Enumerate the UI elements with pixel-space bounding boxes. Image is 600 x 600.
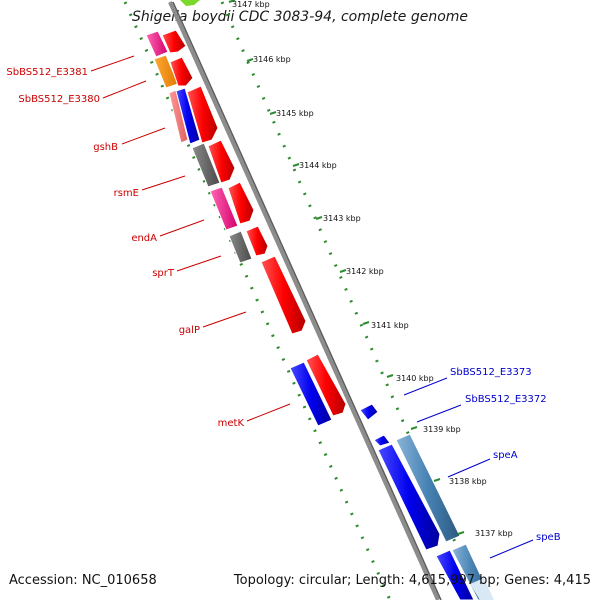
- gene-arrow-top[interactable]: [161, 29, 187, 54]
- left-gene-labels: SbBS512_E3381 SbBS512_E3380 gshB rsmE en…: [6, 55, 291, 429]
- leader-line: [403, 377, 448, 396]
- leader-line: [102, 80, 147, 99]
- gene-label-sbbs512-e3381[interactable]: SbBS512_E3381: [6, 67, 88, 78]
- leader-line: [202, 311, 247, 328]
- scale-tick-label: 3140 kbp: [396, 374, 434, 383]
- leader-line: [489, 539, 534, 559]
- accession-text: Accession: NC_010658: [9, 573, 157, 588]
- gene-box-enda[interactable]: [209, 186, 239, 231]
- right-strand-genes: [359, 403, 494, 600]
- gene-label-metk[interactable]: metK: [218, 418, 245, 429]
- gene-arrow-galp[interactable]: [260, 255, 307, 335]
- gene-box-sprt[interactable]: [228, 230, 253, 264]
- forward-strand-genes-left: [161, 29, 347, 417]
- gene-arrow-gshb[interactable]: [186, 85, 219, 144]
- scale-tick: [246, 58, 254, 62]
- leader-line: [447, 458, 491, 478]
- gene-box-gshb-salmon[interactable]: [168, 89, 189, 144]
- gene-arrow-speb[interactable]: [435, 549, 475, 600]
- leader-line: [90, 55, 135, 72]
- leader-line: [176, 255, 222, 272]
- scale-tick-label: 3142 kbp: [346, 267, 384, 276]
- genome-backbone: [168, 1, 440, 600]
- gene-arrow-metk[interactable]: [305, 353, 347, 417]
- scale-tick: [269, 111, 277, 115]
- leader-line: [159, 219, 205, 237]
- scale-tick-label: 3146 kbp: [253, 55, 291, 64]
- leader-line: [246, 403, 291, 422]
- gene-fragment-top: [180, 0, 200, 6]
- leader-line: [416, 404, 462, 423]
- gene-label-speb[interactable]: speB: [536, 532, 561, 543]
- scale-tick: [457, 531, 465, 535]
- scale-tick-label: 3144 kbp: [299, 161, 337, 170]
- gene-label-rsme[interactable]: rsmE: [114, 188, 139, 199]
- scale-tick: [315, 216, 323, 220]
- left-strand-genes: [145, 30, 333, 427]
- gene-box-gshb[interactable]: [175, 87, 201, 145]
- gene-label-enda[interactable]: endA: [131, 233, 157, 244]
- gene-label-sprt[interactable]: sprT: [152, 268, 175, 279]
- gene-arrow-sbbs512-e3373[interactable]: [359, 403, 379, 421]
- scale-tick: [339, 269, 347, 273]
- scale-tick-label: 3145 kbp: [276, 109, 314, 118]
- gene-box-speb-light[interactable]: [470, 578, 494, 600]
- gene-label-sbbs512-e3380[interactable]: SbBS512_E3380: [18, 94, 100, 105]
- scale-tick: [362, 321, 370, 325]
- leader-line: [121, 127, 166, 145]
- right-gene-labels: SbBS512_E3373 SbBS512_E3372 speA speB: [403, 367, 561, 559]
- gene-label-galp[interactable]: galP: [179, 325, 200, 336]
- scale-tick: [410, 426, 418, 430]
- gene-label-spea[interactable]: speA: [493, 450, 518, 461]
- gene-label-gshb[interactable]: gshB: [93, 142, 118, 153]
- genome-summary-text: Topology: circular; Length: 4,615,997 bp…: [233, 573, 591, 588]
- middle-dotted-track: [220, 1, 482, 600]
- gene-arrow-enda[interactable]: [227, 181, 255, 225]
- kbp-scale: 3147 kbp 3146 kbp 3145 kbp 3144 kbp 3143…: [228, 0, 513, 538]
- scale-tick: [292, 163, 300, 167]
- gene-box-rsme[interactable]: [191, 142, 221, 188]
- scale-tick-label: 3143 kbp: [323, 214, 361, 223]
- gene-box-spea-steel[interactable]: [395, 433, 461, 543]
- scale-tick-label: 3138 kbp: [449, 477, 487, 486]
- genome-backbone-shade: [172, 1, 442, 600]
- gene-label-sbbs512-e3373[interactable]: SbBS512_E3373: [450, 367, 532, 378]
- scale-tick: [433, 478, 441, 482]
- gene-arrow-rsme[interactable]: [207, 139, 236, 184]
- scale-tick-label: 3147 kbp: [232, 0, 270, 9]
- map-title: Shigella boydii CDC 3083-94, complete ge…: [131, 9, 469, 25]
- gene-box-sbbs512-e3381[interactable]: [145, 30, 169, 58]
- scale-tick-label: 3141 kbp: [371, 321, 409, 330]
- scale-tick-label: 3139 kbp: [423, 425, 461, 434]
- leader-line: [141, 175, 186, 191]
- gene-arrow-e3380[interactable]: [169, 56, 194, 87]
- scale-tick: [386, 374, 394, 378]
- gene-arrow-sprt[interactable]: [245, 225, 269, 257]
- gene-box-metk[interactable]: [289, 361, 333, 427]
- scale-tick: [228, 0, 236, 3]
- gene-arrow-spea[interactable]: [377, 443, 441, 551]
- scale-tick-label: 3137 kbp: [475, 529, 513, 538]
- gene-label-sbbs512-e3372[interactable]: SbBS512_E3372: [465, 394, 547, 405]
- gene-arrow-sbbs512-e3372[interactable]: [373, 434, 391, 447]
